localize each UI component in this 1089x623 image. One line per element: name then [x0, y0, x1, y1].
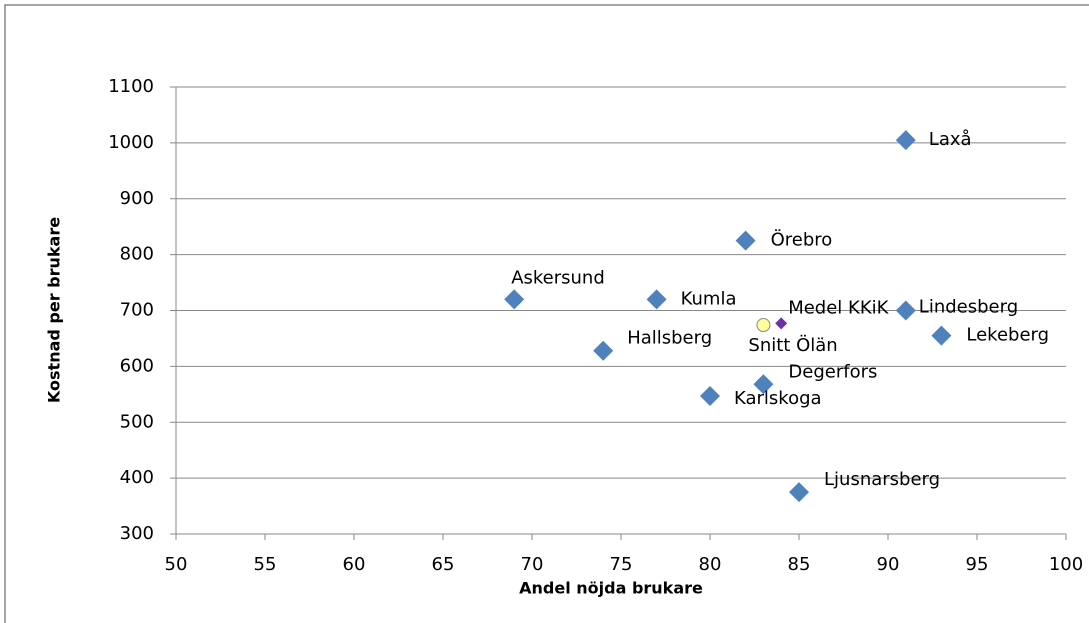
frame: [4, 4, 1089, 623]
y-tick-label: 600: [120, 355, 154, 376]
point: [504, 289, 525, 310]
x-tick-label: 80: [699, 554, 722, 575]
point-label: Karlskoga: [734, 388, 822, 409]
point-label: Örebro: [771, 229, 833, 251]
point-label: Medel KKiK: [788, 297, 889, 318]
point: [895, 130, 916, 151]
x-tick-label: 90: [877, 554, 900, 575]
y-tick-label: 800: [120, 244, 154, 265]
point: [756, 318, 771, 333]
x-tick-label: 100: [1049, 554, 1083, 575]
y-tick-label: 1100: [108, 76, 154, 97]
x-axis-title: Andel nöjda brukare: [519, 579, 703, 598]
point-label: Kumla: [681, 288, 737, 309]
x-tick-label: 65: [432, 554, 455, 575]
x-tick-label: 95: [966, 554, 989, 575]
y-tick-label: 900: [120, 188, 154, 209]
point-label: Laxå: [929, 129, 972, 150]
y-tick-label: 700: [120, 300, 154, 321]
x-tick-label: 75: [610, 554, 633, 575]
point: [593, 340, 614, 361]
point-label: Ljusnarsberg: [824, 469, 940, 490]
y-tick-label: 500: [120, 411, 154, 432]
y-tick-label: 300: [120, 523, 154, 544]
y-tick-label: 1000: [108, 132, 154, 153]
point-label: Degerfors: [788, 361, 877, 382]
point: [753, 374, 774, 395]
point-label: Askersund: [511, 267, 605, 288]
point: [700, 385, 720, 406]
point-label: Hallsberg: [627, 328, 712, 349]
point-label: Lindesberg: [919, 297, 1018, 318]
x-tick-label: 85: [788, 554, 811, 575]
x-tick-label: 55: [254, 554, 277, 575]
y-tick-label: 400: [120, 467, 154, 488]
point: [775, 317, 788, 330]
y-axis-title: Kostnad per brukare: [45, 217, 64, 403]
point: [895, 300, 916, 321]
point: [931, 325, 952, 346]
x-tick-label: 60: [343, 554, 366, 575]
x-tick-label: 70: [521, 554, 544, 575]
point-label: Lekeberg: [966, 325, 1049, 346]
point: [646, 289, 667, 310]
point: [735, 230, 756, 251]
point-label: Snitt Ölän: [748, 334, 837, 356]
x-tick-label: 50: [165, 554, 188, 575]
point: [789, 482, 809, 503]
